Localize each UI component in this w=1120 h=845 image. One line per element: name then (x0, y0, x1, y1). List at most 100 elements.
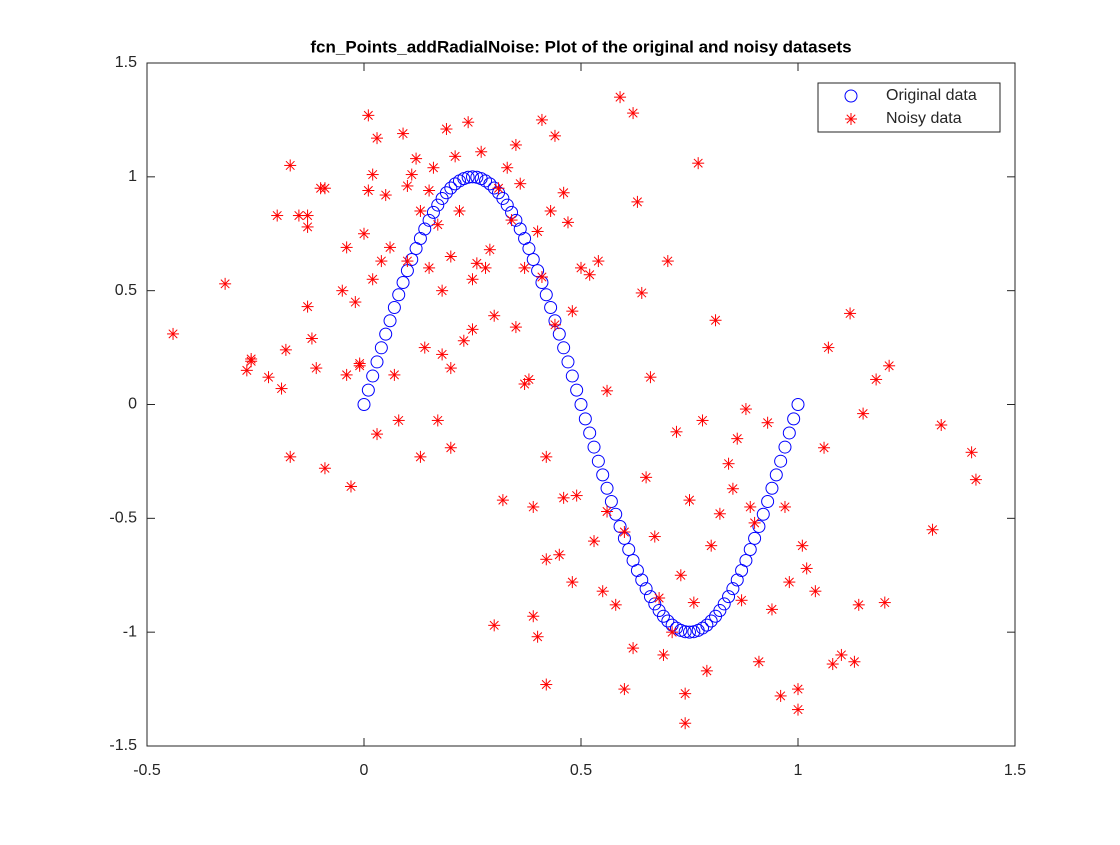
point (661, 614, 675, 628)
marker-stroke (472, 258, 482, 268)
point (792, 683, 804, 696)
point (557, 491, 570, 504)
marker-stroke (567, 577, 577, 587)
point (809, 585, 822, 598)
point (713, 507, 726, 520)
point (553, 548, 566, 561)
point (752, 655, 765, 668)
marker-stroke (463, 117, 473, 127)
marker-shape (656, 609, 670, 623)
marker-stroke (702, 666, 712, 676)
marker-shape (444, 181, 458, 195)
marker-stroke (654, 593, 664, 603)
point (561, 355, 575, 369)
marker-stroke (750, 518, 760, 528)
point (410, 152, 423, 165)
marker-stroke (320, 183, 330, 193)
marker-stroke (667, 627, 677, 637)
point (245, 355, 258, 368)
point (657, 648, 670, 661)
marker-stroke (680, 718, 690, 728)
point (748, 531, 762, 545)
point (275, 382, 288, 395)
point (531, 225, 544, 238)
marker-stroke (567, 306, 577, 316)
point (965, 446, 978, 459)
marker-stroke (884, 361, 894, 371)
point (583, 426, 597, 440)
marker-stroke (454, 206, 465, 216)
marker-shape (639, 582, 653, 596)
x-tick-label: 0.5 (570, 762, 592, 779)
point (548, 129, 561, 142)
point (565, 369, 579, 383)
point (366, 273, 379, 286)
point (548, 318, 561, 331)
point (366, 369, 380, 383)
marker-stroke (242, 365, 252, 375)
point (362, 184, 375, 197)
marker-stroke (524, 374, 534, 385)
marker-stroke (437, 286, 447, 296)
point (778, 440, 792, 454)
marker-stroke (550, 131, 560, 141)
point (674, 569, 687, 582)
marker-stroke (541, 554, 551, 564)
x-tick-label: -0.5 (133, 762, 161, 779)
marker-shape (696, 621, 710, 635)
marker-stroke (559, 493, 569, 503)
point (566, 576, 579, 589)
legend-marker (844, 89, 858, 103)
point (461, 170, 475, 184)
point (466, 323, 479, 336)
marker-stroke (559, 188, 569, 198)
point (401, 255, 414, 268)
marker-stroke (732, 434, 742, 444)
point (739, 403, 752, 416)
marker-shape (748, 531, 762, 545)
point (414, 204, 427, 217)
point (475, 145, 488, 158)
point (527, 610, 540, 623)
point (852, 598, 865, 611)
marker-stroke (967, 447, 977, 457)
point (969, 473, 982, 486)
point (835, 648, 848, 661)
point (357, 398, 371, 411)
point (822, 341, 835, 354)
point (453, 204, 466, 217)
marker-shape (583, 426, 597, 440)
marker-stroke (446, 443, 456, 453)
marker-stroke (411, 154, 421, 164)
point (592, 255, 605, 268)
point (219, 277, 232, 290)
marker-shape (643, 590, 657, 604)
marker-shape (418, 222, 432, 236)
point (722, 590, 736, 604)
point (587, 440, 601, 454)
marker-shape (678, 625, 692, 639)
point (583, 268, 596, 281)
point (557, 341, 571, 355)
point (761, 494, 775, 508)
point (778, 500, 791, 513)
point (526, 252, 540, 266)
point (284, 159, 297, 172)
point (774, 454, 788, 468)
point (470, 257, 483, 270)
point (426, 205, 440, 219)
marker-stroke (272, 210, 282, 221)
point (488, 309, 501, 322)
marker-stroke (381, 190, 391, 200)
marker-stroke (572, 490, 582, 501)
marker-stroke (342, 370, 352, 380)
marker-stroke (880, 597, 890, 608)
point (374, 341, 388, 355)
marker-stroke (776, 691, 786, 701)
marker-shape (570, 383, 584, 397)
marker-shape (661, 614, 675, 628)
marker-stroke (554, 550, 564, 560)
point (644, 371, 657, 384)
point (396, 275, 410, 289)
marker-stroke (372, 429, 382, 439)
